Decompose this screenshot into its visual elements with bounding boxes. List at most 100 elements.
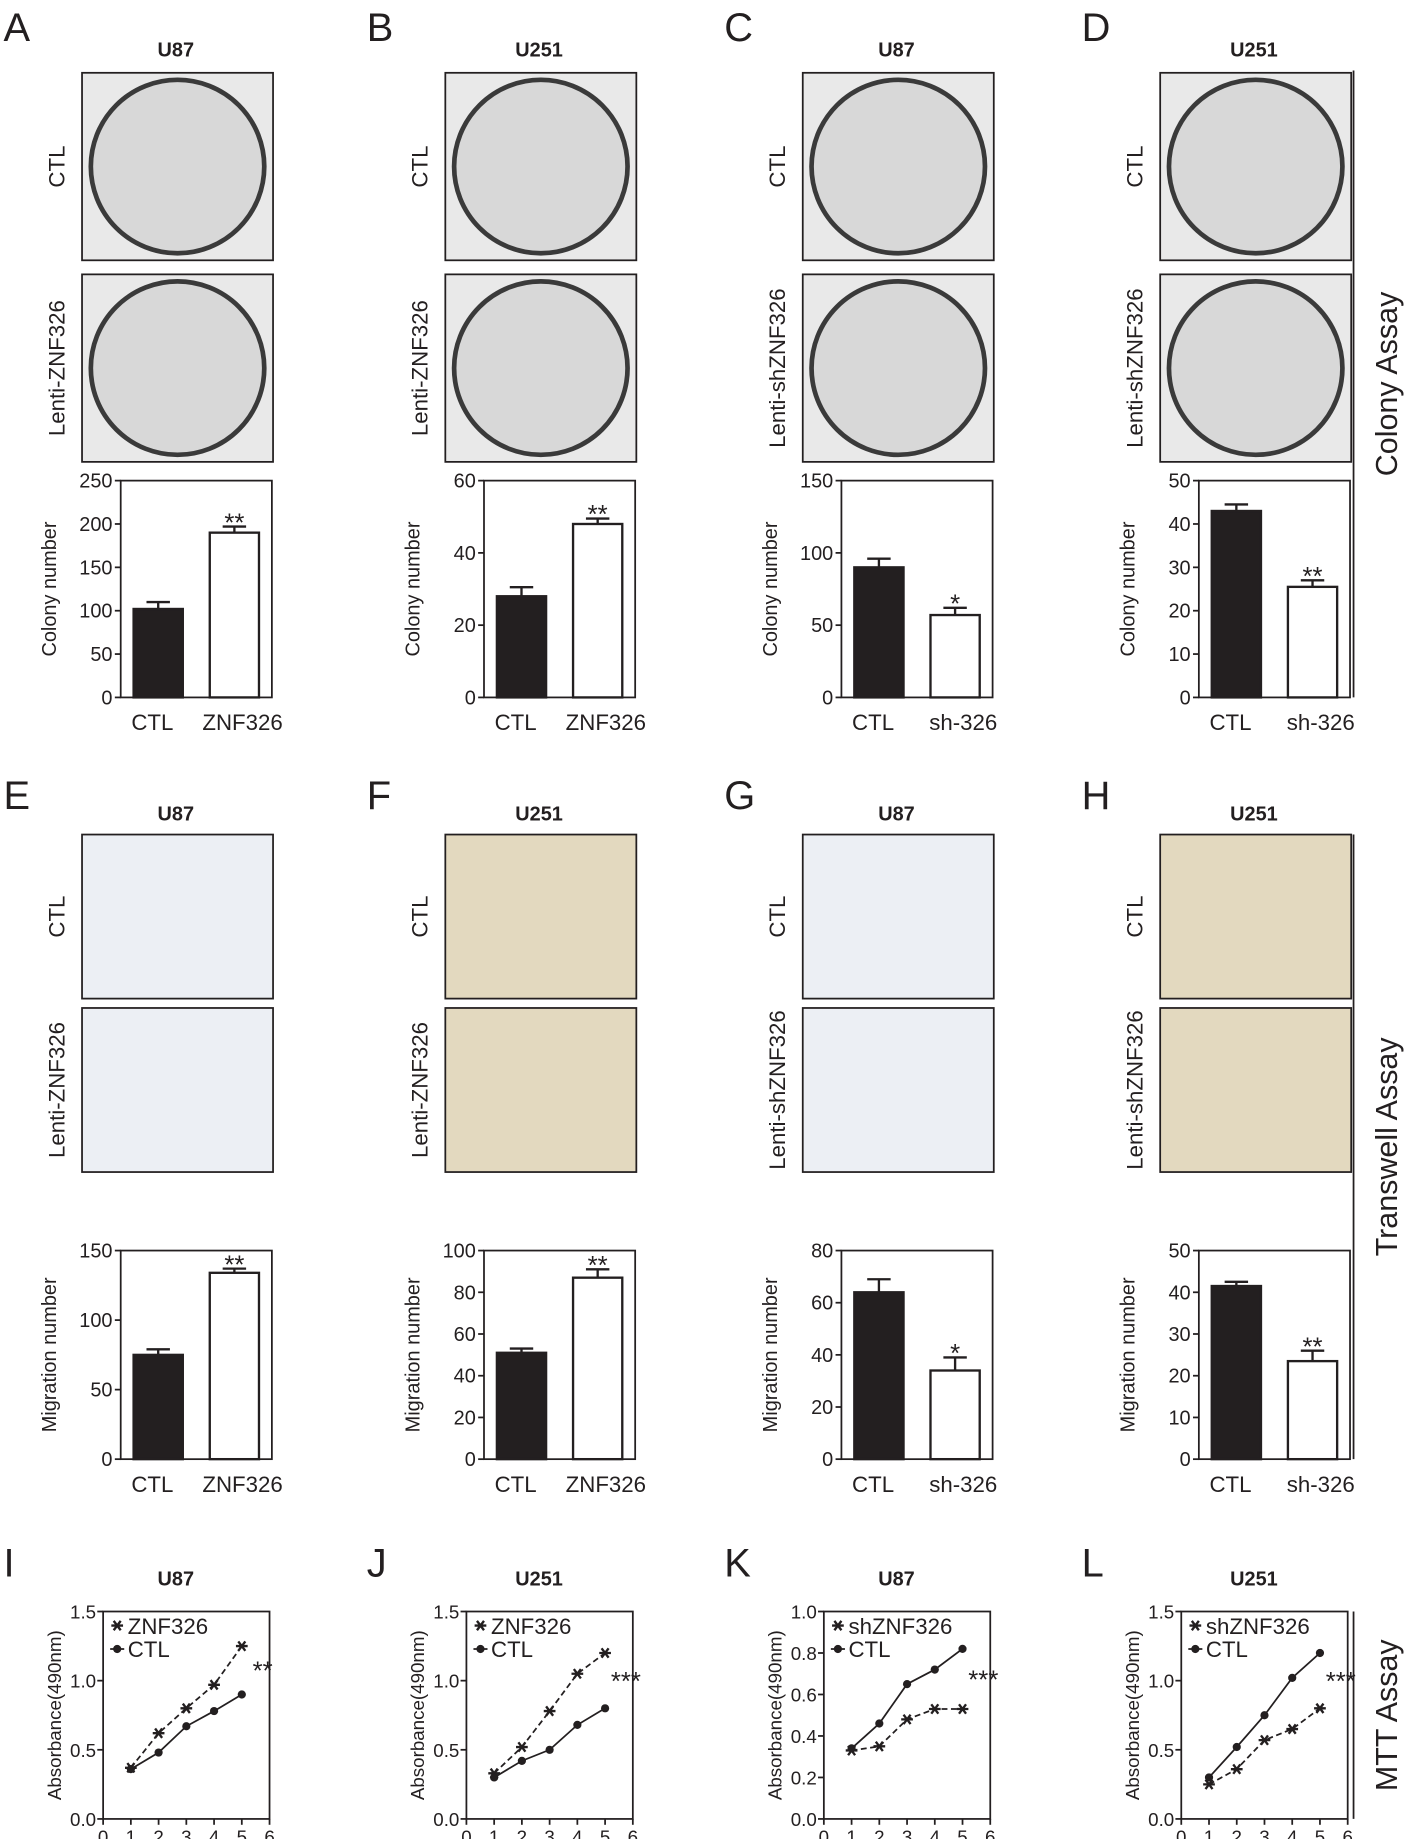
- y-tick-label: 50: [1168, 471, 1190, 493]
- y-tick-label: 1.0: [70, 1671, 96, 1692]
- significance: **: [1302, 563, 1322, 591]
- x-tick-label: sh-326: [1287, 1472, 1355, 1497]
- y-tick-label: 50: [90, 1380, 112, 1402]
- legend-marker: [1189, 1620, 1202, 1631]
- image-label: Lenti-shZNF326: [765, 288, 790, 448]
- chart-title: U251: [515, 1569, 563, 1591]
- marker: [182, 1722, 191, 1731]
- x-tick-label: CTL: [495, 710, 537, 735]
- x-tick-label: 3: [1259, 1827, 1269, 1839]
- image-frame: [81, 833, 274, 1000]
- significance: ***: [1326, 1668, 1356, 1696]
- section-label: Transwell Assay: [1370, 1037, 1404, 1257]
- marker: [1288, 1673, 1297, 1682]
- y-tick-label: 0: [822, 1449, 833, 1471]
- legend-label: CTL: [848, 1637, 890, 1662]
- x-tick-label: CTL: [852, 1472, 894, 1497]
- bar: [853, 566, 905, 699]
- marker: [1204, 1773, 1214, 1782]
- marker: [958, 1644, 967, 1653]
- marker: [930, 1665, 939, 1674]
- marker: [901, 1713, 913, 1725]
- image-frame: [444, 833, 638, 1000]
- marker: [490, 1773, 499, 1782]
- significance: **: [588, 501, 608, 529]
- significance: *: [950, 591, 960, 619]
- legend-label: ZNF326: [128, 1614, 208, 1639]
- y-tick-label: 0: [101, 1449, 112, 1471]
- y-tick-label: 20: [454, 615, 476, 637]
- y-axis-label: Absorbance(490nm): [407, 1630, 428, 1800]
- legend-marker: [474, 1620, 487, 1631]
- marker: [956, 1703, 969, 1715]
- dish: [1166, 279, 1345, 458]
- y-tick-label: 60: [811, 1293, 833, 1315]
- y-tick-label: 40: [1168, 1282, 1190, 1304]
- x-tick-label: 2: [1232, 1827, 1242, 1839]
- marker: [1286, 1723, 1299, 1735]
- plot-frame: [483, 1249, 637, 1461]
- y-tick-label: 0: [101, 687, 112, 709]
- chart-title: U87: [878, 39, 915, 61]
- marker: [545, 1745, 554, 1754]
- x-tick-label: 0: [1176, 1827, 1186, 1839]
- marker: [235, 1640, 248, 1652]
- x-tick-label: 3: [181, 1827, 191, 1839]
- image-label: CTL: [408, 896, 433, 938]
- y-axis-label: Absorbance(490nm): [44, 1630, 65, 1800]
- y-tick-label: 0: [465, 687, 476, 709]
- y-tick-label: 1.0: [433, 1671, 459, 1692]
- marker: [517, 1756, 526, 1765]
- marker: [543, 1705, 556, 1717]
- x-tick-label: 4: [209, 1827, 219, 1839]
- marker: [209, 1706, 219, 1716]
- x-tick-label: 2: [874, 1827, 884, 1839]
- x-tick-label: 3: [902, 1827, 912, 1839]
- dish: [809, 77, 988, 256]
- x-tick-label: 4: [930, 1827, 940, 1839]
- image-frame: [801, 833, 995, 1000]
- y-axis-label: Absorbance(490nm): [765, 1630, 786, 1800]
- y-tick-label: 50: [1168, 1241, 1190, 1263]
- legend-label: shZNF326: [1206, 1614, 1310, 1639]
- marker: [1230, 1763, 1243, 1775]
- image-label: CTL: [765, 896, 790, 938]
- bar: [853, 1291, 905, 1461]
- x-tick-label: 0: [461, 1827, 471, 1839]
- marker: [600, 1704, 610, 1713]
- x-tick-label: ZNF326: [202, 710, 282, 735]
- y-tick-label: 0.5: [1148, 1740, 1174, 1761]
- bar: [929, 1369, 981, 1461]
- legend-marker: [1191, 1644, 1200, 1654]
- significance: **: [253, 1658, 273, 1686]
- x-tick-label: CTL: [852, 710, 894, 735]
- marker: [873, 1740, 886, 1752]
- bar: [1210, 1284, 1263, 1461]
- y-tick-label: 30: [1168, 557, 1190, 579]
- y-tick-label: 100: [800, 543, 833, 565]
- legend-label: shZNF326: [848, 1614, 952, 1639]
- x-tick-label: CTL: [131, 1472, 173, 1497]
- x-tick-label: 6: [1342, 1827, 1352, 1839]
- marker: [902, 1680, 912, 1689]
- section-label: Colony Assay: [1370, 291, 1404, 476]
- x-tick-label: 1: [1204, 1827, 1214, 1839]
- y-tick-label: 20: [1168, 1366, 1190, 1388]
- image-label: Lenti-shZNF326: [765, 1010, 790, 1170]
- bar: [208, 531, 261, 699]
- y-axis-label: Migration number: [1117, 1277, 1139, 1432]
- y-tick-label: 1.5: [1148, 1602, 1174, 1623]
- dish: [88, 279, 267, 458]
- y-tick-label: 0: [1180, 1449, 1191, 1471]
- panel-letter: K: [724, 1541, 751, 1585]
- y-tick-label: 10: [1168, 644, 1190, 666]
- bar: [495, 595, 548, 699]
- y-tick-label: 0.0: [433, 1809, 459, 1830]
- image-label: Lenti-ZNF326: [44, 1022, 69, 1158]
- y-tick-label: 40: [811, 1345, 833, 1367]
- plot-frame: [1197, 479, 1351, 699]
- y-tick-label: 30: [1168, 1324, 1190, 1346]
- x-tick-label: CTL: [1209, 710, 1251, 735]
- image-label: CTL: [765, 146, 790, 188]
